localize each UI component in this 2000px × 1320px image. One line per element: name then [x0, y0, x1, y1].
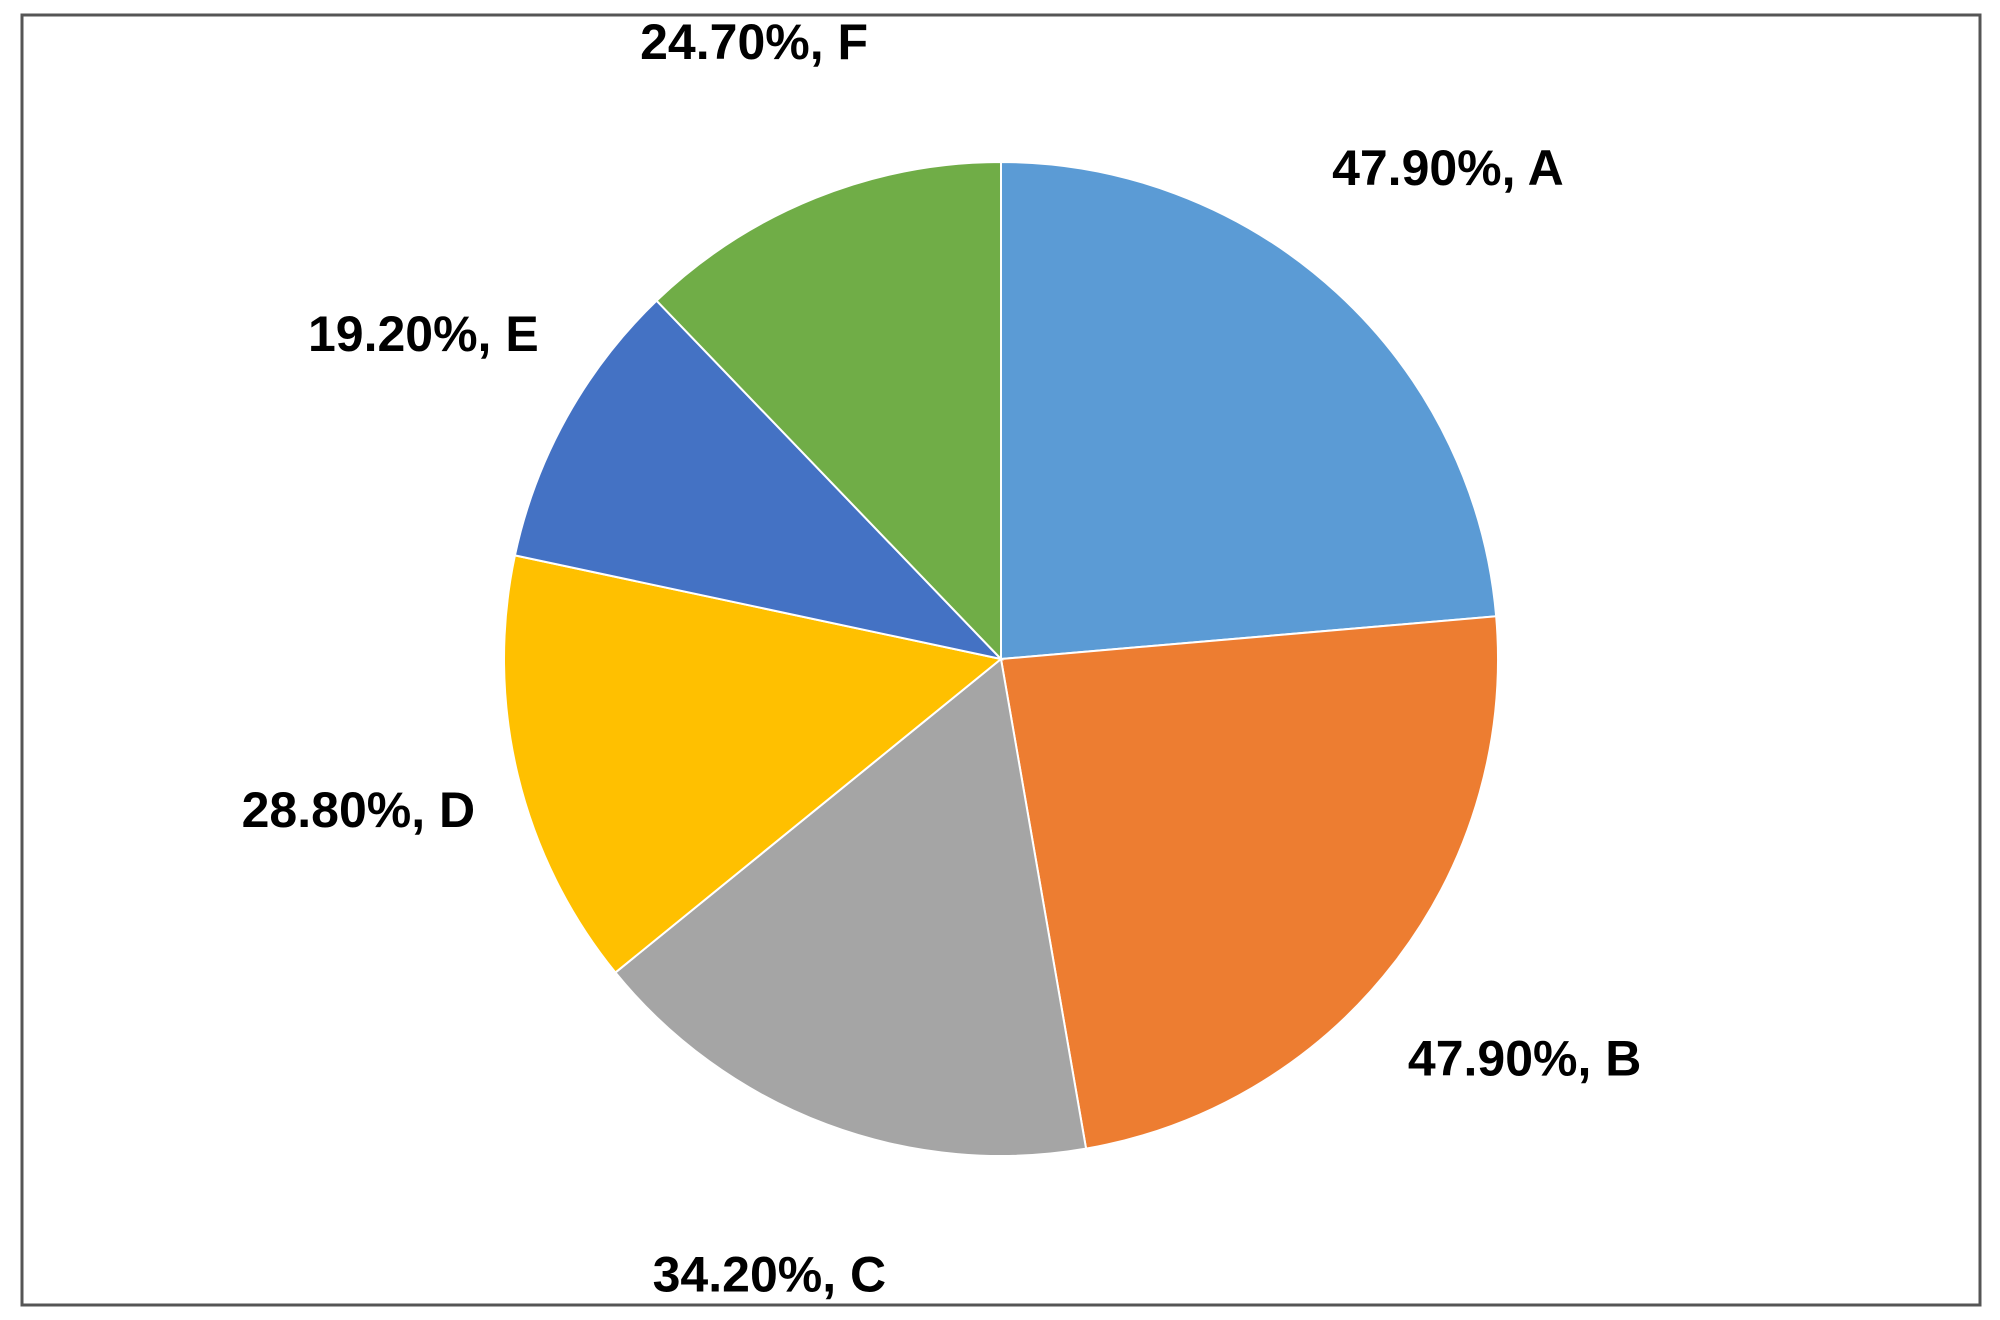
data-label: 34.20%, C	[653, 1246, 886, 1302]
data-label: 28.80%, D	[242, 782, 475, 838]
pie-slice	[613, 657, 1088, 1157]
data-label: 47.90%, A	[1332, 140, 1564, 196]
pie-slice	[999, 615, 1499, 1150]
pie-slice	[1000, 160, 1498, 661]
data-label: 19.20%, E	[308, 306, 539, 362]
pie-slice	[503, 554, 1004, 974]
pie-slice	[513, 299, 1004, 661]
data-label: 24.70%, F	[640, 14, 868, 70]
data-label: 47.90%, B	[1408, 1031, 1641, 1087]
pie-slice	[655, 160, 1002, 662]
